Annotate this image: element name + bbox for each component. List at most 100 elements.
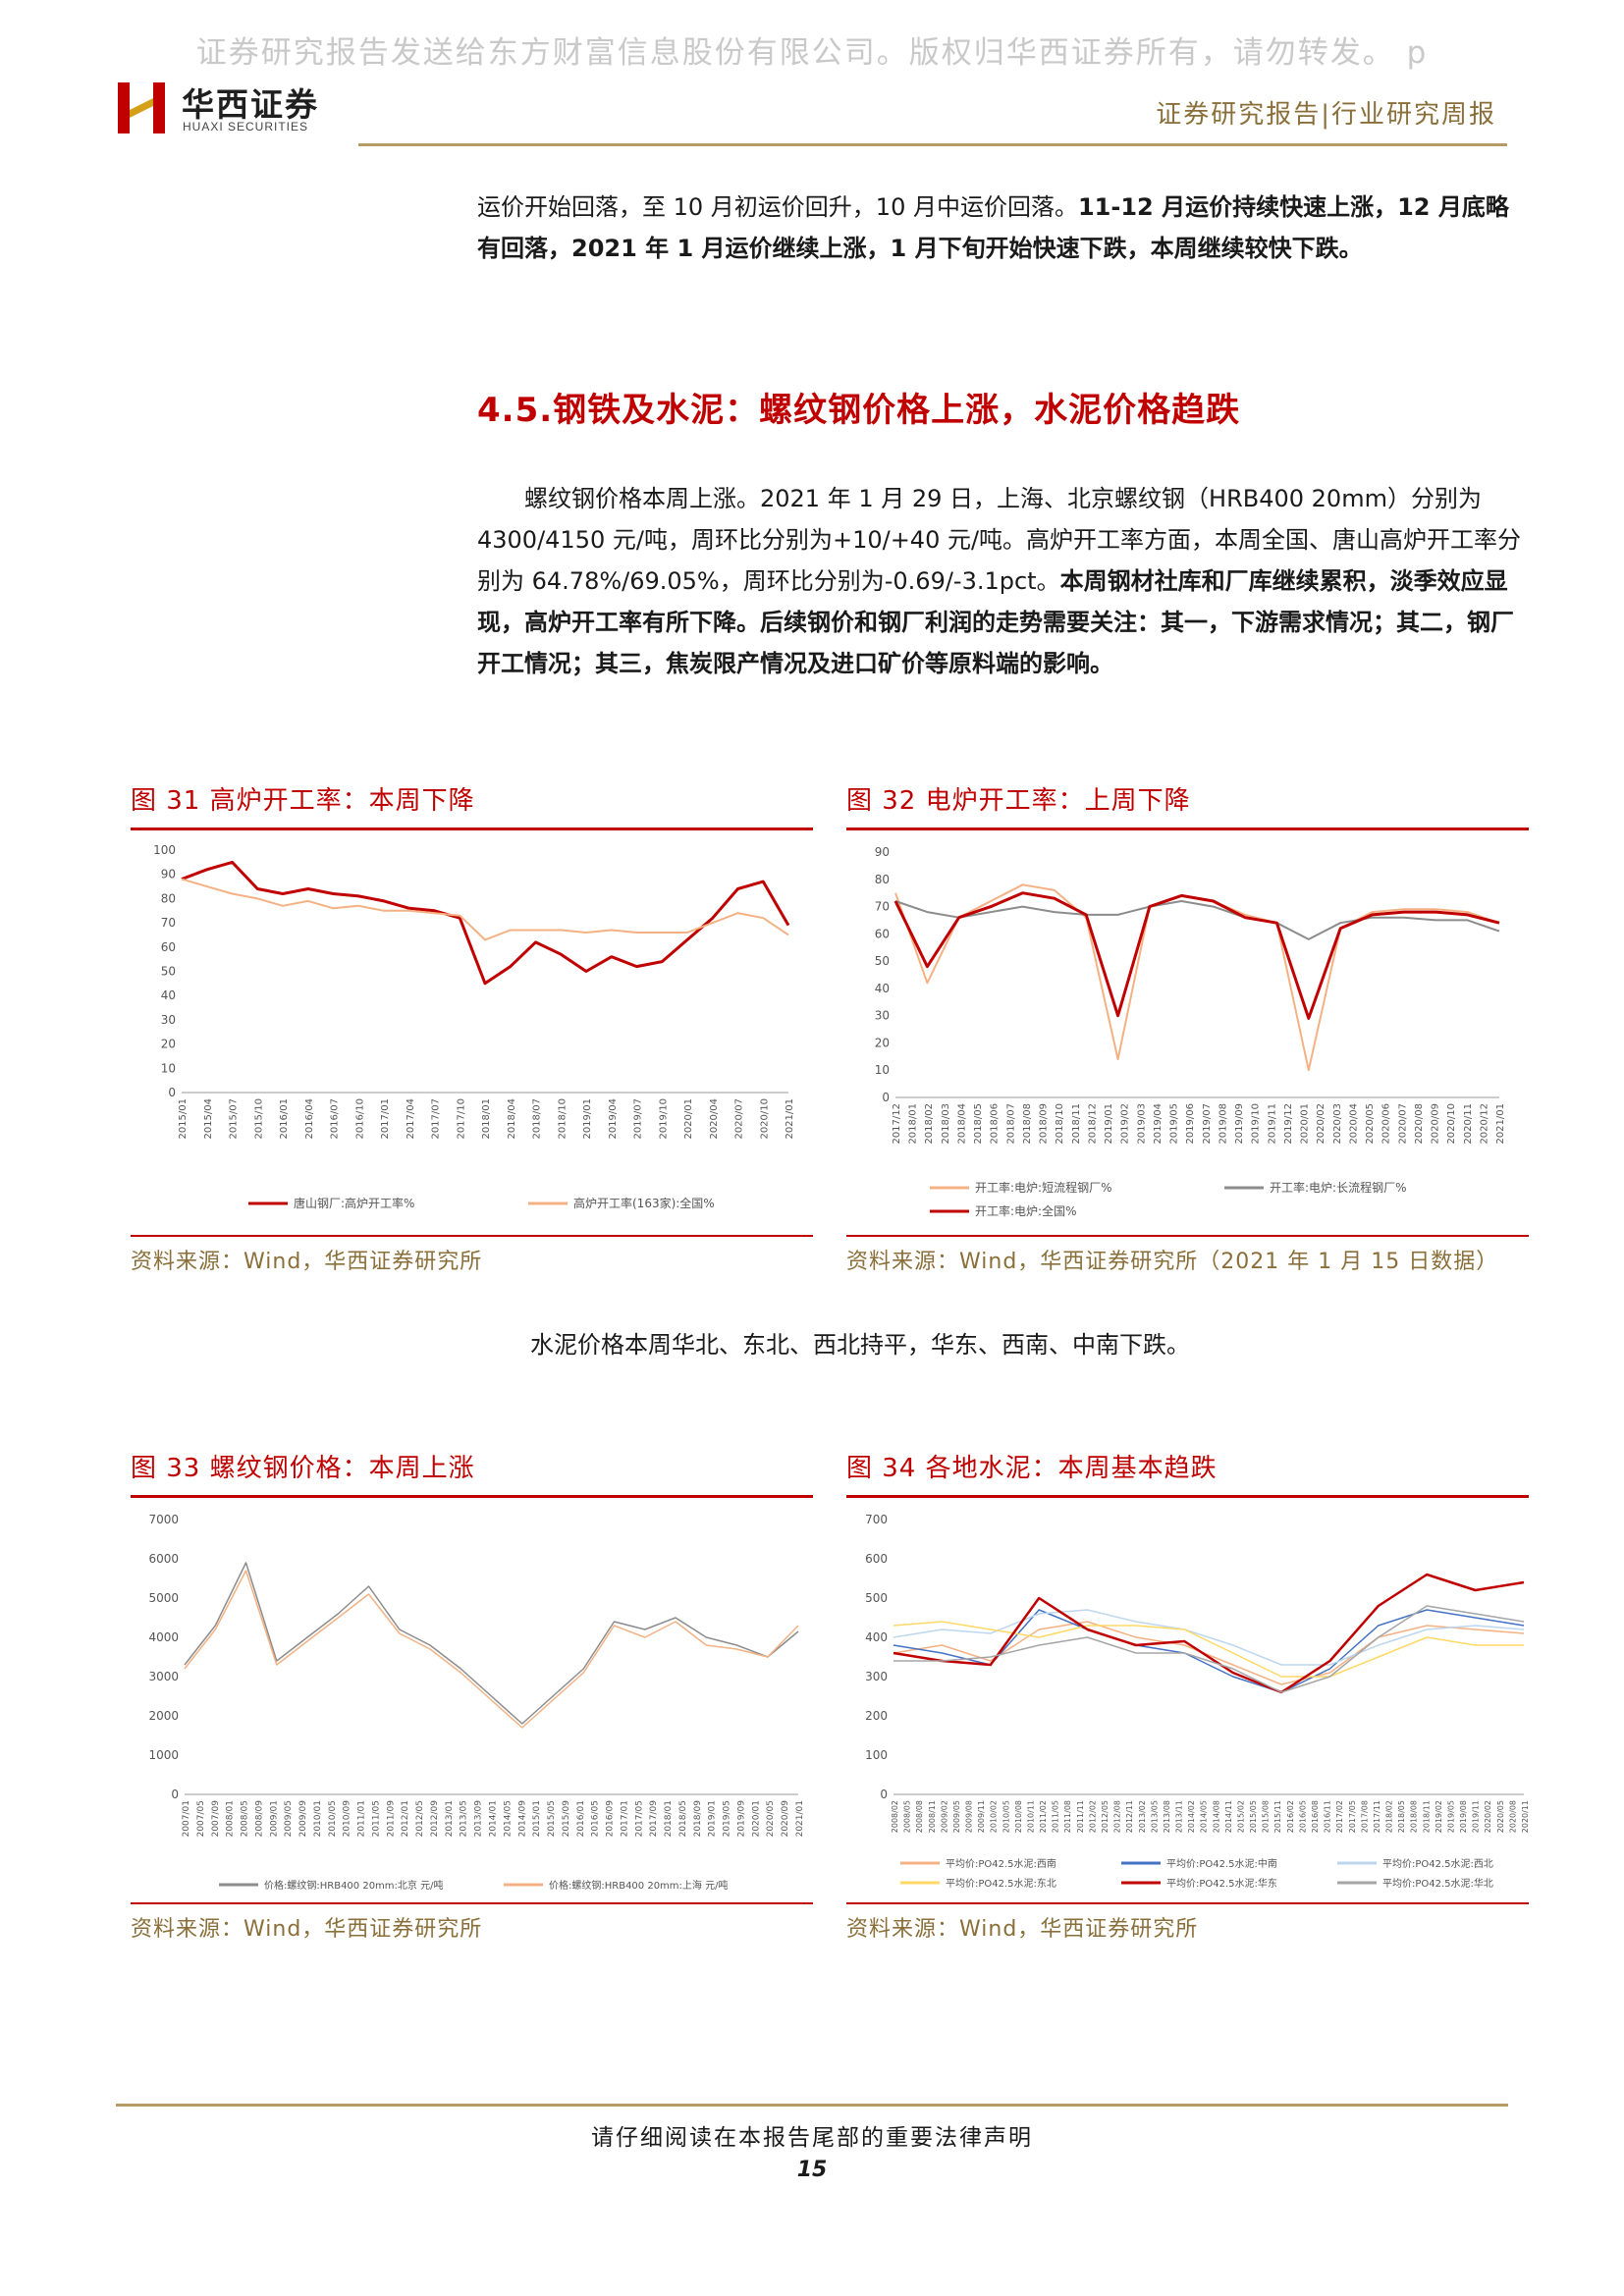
footer-disclaimer: 请仔细阅读在本报告尾部的重要法律声明	[591, 2125, 1033, 2151]
y-tick-label: 3000	[148, 1670, 179, 1683]
x-tick-label: 2009/11	[977, 1800, 986, 1833]
x-tick-label: 2015/08	[1262, 1800, 1271, 1833]
header-rule	[358, 143, 1507, 146]
x-tick-label: 2016/01	[576, 1800, 586, 1837]
x-tick-label: 2007/05	[196, 1800, 206, 1837]
page-number: 15	[796, 2158, 828, 2182]
y-tick-label: 200	[865, 1709, 888, 1723]
x-tick-label: 2019/01	[708, 1800, 718, 1837]
x-tick-label: 2018/12	[1087, 1103, 1098, 1145]
y-tick-label: 60	[161, 940, 176, 954]
intro-plain: 运价开始回落，至 10 月初运价回升，10 月中运价回落。	[477, 193, 1078, 221]
series-line	[181, 860, 790, 986]
y-tick-label: 60	[875, 927, 890, 940]
series-line	[893, 1621, 1524, 1678]
x-tick-label: 2016/05	[591, 1800, 601, 1837]
y-tick-label: 0	[880, 1788, 888, 1801]
x-tick-label: 2019/11	[1472, 1800, 1481, 1833]
x-tick-label: 2019/05	[1446, 1800, 1455, 1833]
x-tick-label: 2016/04	[304, 1098, 315, 1140]
x-tick-label: 2018/11	[1422, 1800, 1431, 1833]
x-tick-label: 2009/02	[940, 1800, 948, 1833]
x-tick-label: 2017/10	[456, 1098, 466, 1140]
x-tick-label: 2017/01	[380, 1098, 391, 1140]
x-tick-label: 2020/10	[759, 1098, 770, 1140]
x-tick-label: 2009/05	[284, 1800, 294, 1837]
x-tick-label: 2014/01	[489, 1800, 499, 1837]
x-tick-label: 2020/07	[734, 1098, 745, 1140]
x-tick-label: 2018/01	[908, 1103, 919, 1145]
x-tick-label: 2010/09	[343, 1800, 352, 1838]
x-tick-label: 2013/05	[1150, 1800, 1159, 1833]
logo-subtitle: HUAXI SECURITIES	[183, 120, 309, 133]
x-tick-label: 2016/11	[1324, 1800, 1332, 1833]
x-tick-label: 2018/02	[924, 1103, 935, 1145]
steel-bold: 本周钢材社库和厂库继续累积，淡季效应显现，高炉开工率有所下降。后续钢价和钢厂利润…	[477, 567, 1514, 677]
x-tick-label: 2018/05	[1397, 1800, 1406, 1833]
x-tick-label: 2011/11	[1076, 1800, 1085, 1833]
x-tick-label: 2015/05	[1249, 1800, 1258, 1833]
y-tick-label: 0	[168, 1086, 176, 1099]
x-tick-label: 2020/05	[1365, 1103, 1376, 1145]
x-tick-label: 2020/01	[683, 1098, 694, 1140]
x-tick-label: 2019/05	[723, 1800, 732, 1837]
y-tick-label: 20	[161, 1038, 176, 1051]
x-tick-label: 2013/11	[1175, 1800, 1184, 1833]
x-tick-label: 2018/04	[507, 1098, 517, 1140]
y-tick-label: 300	[865, 1670, 888, 1683]
x-tick-label: 2011/02	[1039, 1800, 1048, 1833]
x-tick-label: 2008/11	[928, 1800, 937, 1833]
y-tick-label: 600	[865, 1552, 888, 1566]
y-tick-label: 80	[161, 891, 176, 905]
x-tick-label: 2017/04	[406, 1098, 416, 1140]
x-tick-label: 2012/01	[401, 1800, 410, 1837]
y-tick-label: 2000	[148, 1709, 179, 1723]
x-tick-label: 2008/09	[254, 1800, 264, 1838]
x-tick-label: 2021/01	[795, 1800, 805, 1837]
x-tick-label: 2015/02	[1236, 1800, 1245, 1833]
figure-31-top-rule	[131, 828, 813, 830]
x-tick-label: 2018/08	[1410, 1800, 1419, 1833]
x-tick-label: 2019/02	[1435, 1800, 1443, 1833]
x-tick-label: 2011/01	[357, 1800, 367, 1837]
x-tick-label: 2011/08	[1063, 1800, 1072, 1833]
x-tick-label: 2020/11	[1463, 1103, 1474, 1145]
x-tick-label: 2017/08	[1360, 1800, 1369, 1833]
figure-31-title: 图 31 高炉开工率：本周下降	[131, 786, 475, 816]
x-tick-label: 2017/01	[620, 1800, 629, 1837]
y-tick-label: 80	[875, 873, 890, 886]
x-tick-label: 2020/04	[1348, 1103, 1359, 1145]
series-line	[893, 891, 1500, 1020]
x-tick-label: 2009/08	[965, 1800, 974, 1833]
x-tick-label: 2018/09	[1039, 1103, 1050, 1145]
watermark: 证券研究报告发送给东方财富信息股份有限公司。版权归华西证券所有，请勿转发。 p	[195, 35, 1429, 71]
x-tick-label: 2021/01	[1495, 1103, 1506, 1145]
intro-bold: 11-12 月运价持续快速上涨，12 月底略有回落，2021 年 1 月运价继续…	[477, 193, 1509, 262]
x-tick-label: 2018/09	[693, 1800, 703, 1838]
legend-label: 开工率:电炉:全国%	[975, 1203, 1077, 1218]
y-tick-label: 1000	[148, 1748, 179, 1762]
figure-34-bottom-rule	[846, 1902, 1529, 1904]
legend-label: 价格:螺纹钢:HRB400 20mm:北京 元/吨	[264, 1879, 443, 1892]
legend-label: 开工率:电炉:长流程钢厂%	[1270, 1180, 1407, 1195]
x-tick-label: 2020/07	[1397, 1103, 1408, 1145]
y-tick-label: 4000	[148, 1630, 179, 1644]
y-tick-label: 700	[865, 1513, 888, 1526]
x-tick-label: 2008/05	[903, 1800, 912, 1833]
y-tick-label: 40	[875, 982, 890, 995]
y-tick-label: 90	[875, 845, 890, 859]
x-tick-label: 2020/04	[709, 1098, 720, 1140]
x-tick-label: 2014/09	[517, 1800, 527, 1838]
x-tick-label: 2018/05	[973, 1103, 984, 1145]
x-tick-label: 2019/04	[608, 1098, 619, 1140]
x-tick-label: 2011/09	[386, 1800, 396, 1838]
x-tick-label: 2016/09	[606, 1800, 616, 1838]
x-tick-label: 2019/09	[1234, 1103, 1245, 1145]
x-tick-label: 2010/05	[1001, 1800, 1010, 1833]
x-tick-label: 2017/12	[892, 1103, 902, 1145]
y-tick-label: 40	[161, 988, 176, 1002]
